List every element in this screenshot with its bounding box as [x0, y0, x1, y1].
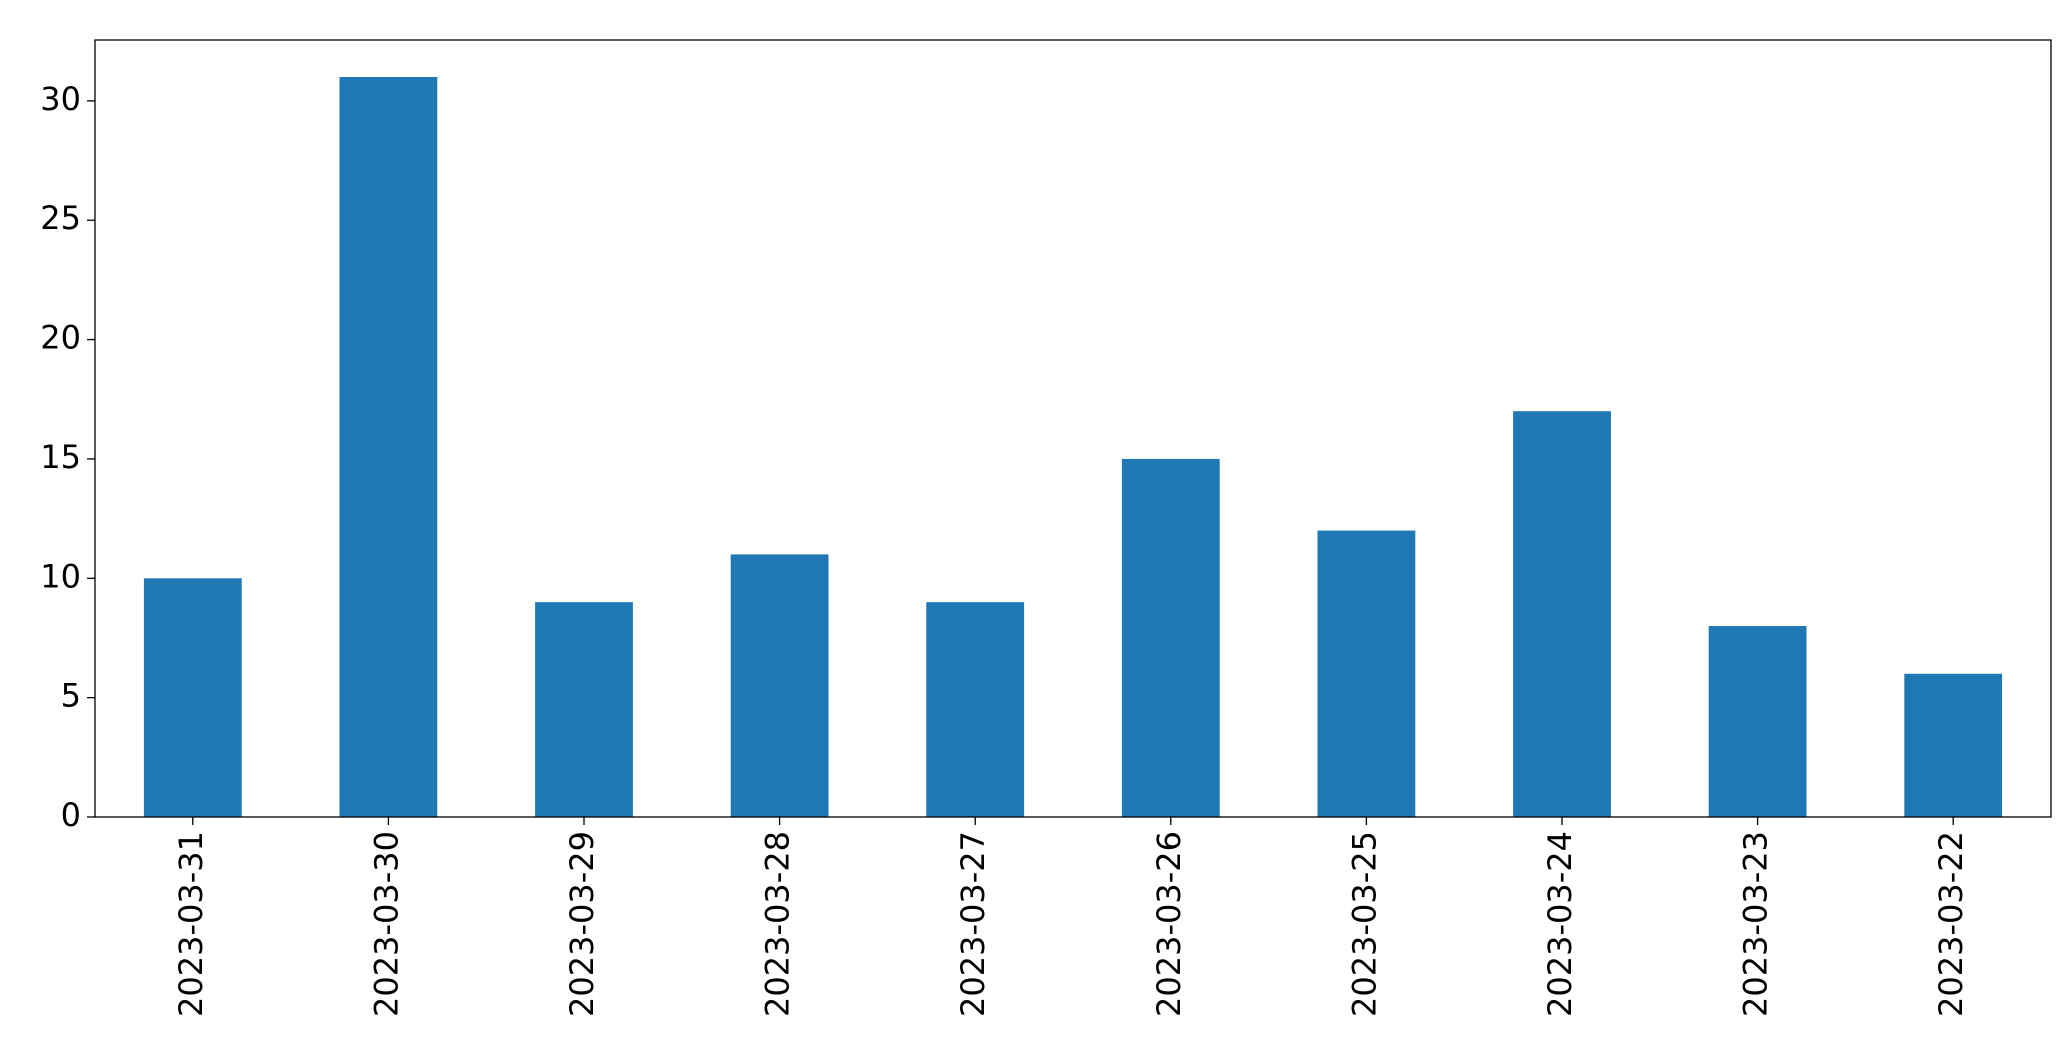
bar	[1513, 411, 1611, 817]
x-tick-label: 2023-03-31	[172, 831, 210, 1017]
bar	[730, 554, 829, 817]
bar	[1121, 458, 1220, 817]
y-tick-label: 30	[40, 80, 81, 118]
x-tick-label: 2023-03-22	[1932, 831, 1970, 1017]
y-tick-label: 5	[61, 677, 81, 715]
bar	[1708, 626, 1807, 817]
bar	[1317, 530, 1416, 817]
y-tick-label: 0	[61, 796, 81, 834]
y-tick-label: 15	[40, 438, 81, 476]
bar	[143, 578, 242, 817]
x-tick-label: 2023-03-25	[1345, 831, 1383, 1017]
x-tick-label: 2023-03-28	[759, 831, 797, 1017]
x-tick-label: 2023-03-26	[1150, 831, 1188, 1017]
bar	[339, 77, 438, 817]
bar	[535, 602, 633, 817]
y-tick-label: 25	[40, 199, 81, 237]
x-tick-label: 2023-03-30	[367, 831, 405, 1017]
x-tick-label: 2023-03-29	[563, 831, 601, 1017]
x-tick-label: 2023-03-24	[1541, 831, 1579, 1017]
x-tick-label: 2023-03-23	[1737, 831, 1775, 1017]
x-tick-label: 2023-03-27	[954, 831, 992, 1017]
axes-frame	[94, 39, 2052, 818]
y-tick-label: 20	[40, 319, 81, 357]
y-tick-label: 10	[40, 557, 81, 595]
bar	[1904, 673, 2003, 817]
bar	[926, 602, 1025, 817]
